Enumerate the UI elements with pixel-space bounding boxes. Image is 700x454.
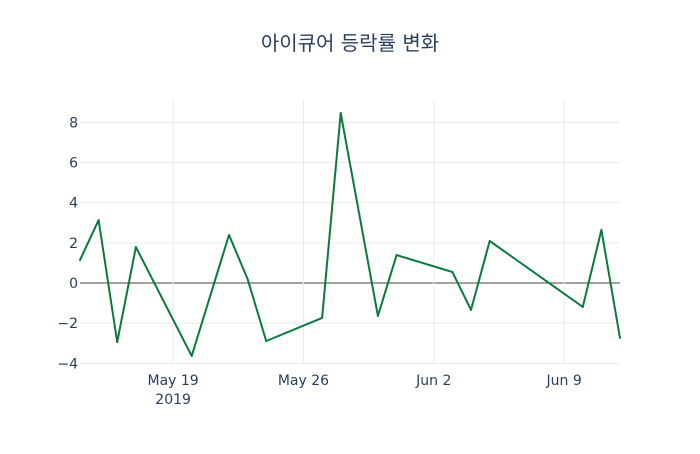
data-point <box>134 246 137 249</box>
y-tick-label: −2 <box>57 316 78 332</box>
y-tick-label: 4 <box>69 196 78 212</box>
data-point <box>581 305 584 308</box>
data-point <box>265 340 268 343</box>
y-tick-label: 0 <box>69 276 78 292</box>
data-point <box>619 337 621 340</box>
data-point <box>321 316 324 319</box>
data-point <box>488 240 491 243</box>
y-tick-label: 8 <box>69 115 78 131</box>
data-point <box>339 112 342 115</box>
y-tick-label: 6 <box>69 156 78 172</box>
x-tick-label: Jun 9 <box>546 373 582 389</box>
chart-title: 아이큐어 등락률 변화 <box>261 31 439 55</box>
data-point <box>116 341 119 344</box>
data-point <box>97 219 100 222</box>
data-point <box>451 270 454 273</box>
y-tick-label: 2 <box>69 236 78 252</box>
data-point <box>227 234 230 237</box>
series-line <box>79 112 621 357</box>
data-point <box>395 254 398 257</box>
data-point <box>79 259 81 262</box>
x-tick-label: May 26 <box>278 373 329 389</box>
data-point <box>246 277 249 280</box>
y-tick-label: −4 <box>57 356 78 372</box>
x-tick-year-label: 2019 <box>155 392 191 408</box>
data-point <box>376 314 379 317</box>
x-tick-label: Jun 2 <box>415 373 451 389</box>
data-point <box>470 308 473 311</box>
data-point <box>600 228 603 231</box>
data-point <box>190 354 193 357</box>
x-tick-label: May 19 <box>147 373 198 389</box>
